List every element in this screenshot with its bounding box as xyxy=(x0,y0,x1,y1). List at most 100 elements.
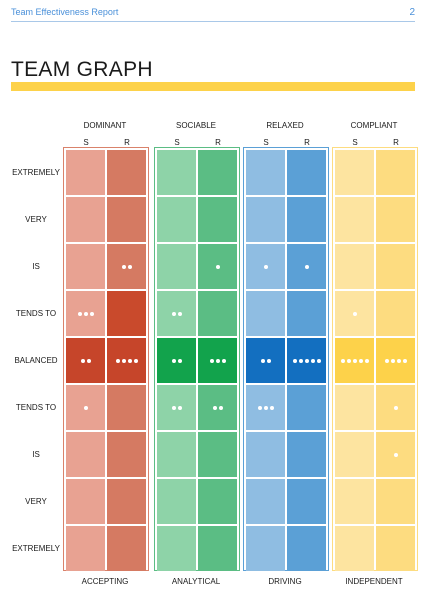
graph-cell xyxy=(157,291,196,336)
sub-header-r: R xyxy=(124,138,130,147)
graph-cell xyxy=(107,526,146,571)
member-dot xyxy=(121,264,126,269)
column-footer-independent: INDEPENDENT xyxy=(345,577,403,586)
member-dots xyxy=(304,264,309,269)
member-dots xyxy=(292,358,321,363)
graph-cell xyxy=(335,291,374,336)
graph-cell xyxy=(157,197,196,242)
member-dot xyxy=(390,358,395,363)
member-dot xyxy=(89,311,94,316)
member-dot xyxy=(257,405,262,410)
graph-cell xyxy=(376,150,415,195)
member-dot xyxy=(177,311,182,316)
graph-cell xyxy=(107,479,146,524)
member-dot xyxy=(298,358,303,363)
member-dot xyxy=(221,358,226,363)
member-dots xyxy=(340,358,369,363)
graph-cell xyxy=(66,432,105,477)
row-label: BALANCED xyxy=(14,356,58,365)
graph-cell xyxy=(107,385,146,430)
member-dot xyxy=(83,311,88,316)
graph-cell xyxy=(246,526,285,571)
column-footer-driving: DRIVING xyxy=(268,577,302,586)
row-label: EXTREMELY xyxy=(12,168,60,177)
member-dot xyxy=(177,358,182,363)
column-frame-sociable xyxy=(154,147,240,571)
member-dot xyxy=(384,358,389,363)
member-dot xyxy=(316,358,321,363)
member-dot xyxy=(83,405,88,410)
graph-cell xyxy=(376,338,415,383)
member-dot xyxy=(121,358,126,363)
column-header-relaxed: RELAXED xyxy=(266,121,304,130)
graph-cell xyxy=(107,197,146,242)
column-frame-dominant xyxy=(63,147,149,571)
graph-cell xyxy=(335,338,374,383)
member-dot xyxy=(304,264,309,269)
graph-cell xyxy=(287,150,326,195)
graph-cell xyxy=(107,338,146,383)
graph-cell xyxy=(157,244,196,289)
graph-cell xyxy=(66,244,105,289)
member-dot xyxy=(266,358,271,363)
member-dot xyxy=(358,358,363,363)
column-frame-relaxed xyxy=(243,147,329,571)
graph-cell xyxy=(198,291,237,336)
graph-cell xyxy=(376,432,415,477)
member-dots xyxy=(257,405,274,410)
member-dot xyxy=(133,358,138,363)
graph-cell xyxy=(246,479,285,524)
member-dots xyxy=(121,264,132,269)
member-dot xyxy=(115,358,120,363)
column-frame-compliant xyxy=(332,147,418,571)
graph-cell xyxy=(157,432,196,477)
member-dot xyxy=(263,264,268,269)
graph-cell xyxy=(246,150,285,195)
member-dot xyxy=(171,358,176,363)
graph-cell xyxy=(246,338,285,383)
member-dot xyxy=(310,358,315,363)
row-label: TENDS TO xyxy=(15,309,57,318)
sub-header-r: R xyxy=(215,138,221,147)
graph-cell xyxy=(157,150,196,195)
graph-cell xyxy=(287,385,326,430)
graph-cell xyxy=(287,432,326,477)
member-dots xyxy=(83,405,88,410)
row-label: IS xyxy=(32,262,40,271)
member-dot xyxy=(393,452,398,457)
graph-cell xyxy=(107,432,146,477)
graph-cell xyxy=(287,197,326,242)
member-dot xyxy=(340,358,345,363)
member-dots xyxy=(263,264,268,269)
member-dot xyxy=(346,358,351,363)
member-dot xyxy=(260,358,265,363)
graph-cell xyxy=(157,479,196,524)
member-dot xyxy=(269,405,274,410)
member-dot xyxy=(177,405,182,410)
row-label: EXTREMELY xyxy=(12,544,60,553)
graph-cell xyxy=(107,291,146,336)
member-dots xyxy=(393,452,398,457)
graph-cell xyxy=(198,338,237,383)
member-dot xyxy=(171,405,176,410)
member-dot xyxy=(352,311,357,316)
graph-cell xyxy=(157,526,196,571)
column-footer-analytical: ANALYTICAL xyxy=(171,577,221,586)
report-title: Team Effectiveness Report xyxy=(11,7,119,17)
graph-cell xyxy=(376,526,415,571)
graph-cell xyxy=(246,197,285,242)
graph-cell xyxy=(198,244,237,289)
member-dot xyxy=(393,405,398,410)
graph-cell xyxy=(376,385,415,430)
member-dot xyxy=(171,311,176,316)
title-underline-bar xyxy=(11,82,415,91)
member-dot xyxy=(263,405,268,410)
member-dot xyxy=(215,264,220,269)
member-dots xyxy=(115,358,138,363)
member-dot xyxy=(364,358,369,363)
member-dots xyxy=(260,358,271,363)
graph-cell xyxy=(157,338,196,383)
graph-cell xyxy=(376,244,415,289)
graph-cell xyxy=(66,385,105,430)
